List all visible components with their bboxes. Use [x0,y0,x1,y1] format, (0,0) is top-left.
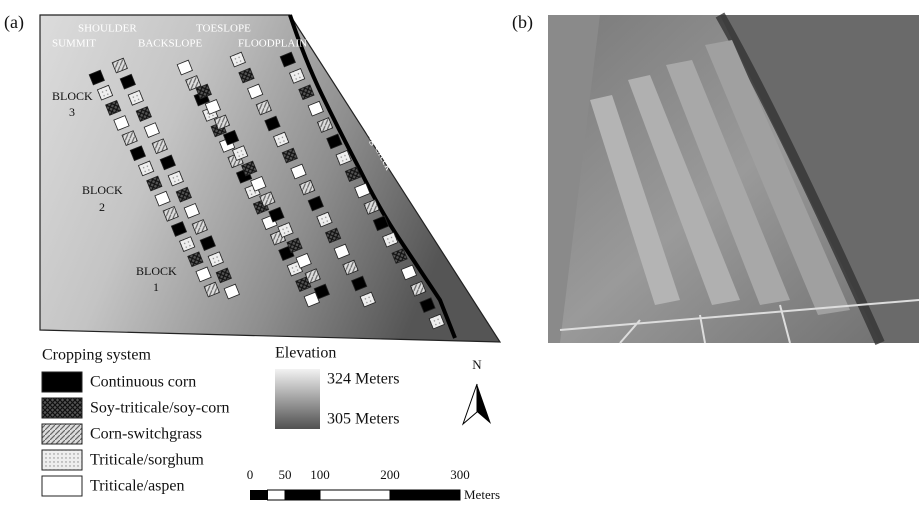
panel-label: (a) [4,12,24,33]
scale-segment [268,490,286,500]
north-arrow [463,384,477,424]
slope-label: SUMMIT [52,38,96,50]
scale-segment [250,490,268,500]
legend-swatch [42,450,82,470]
map-area [40,15,500,342]
block-label: BLOCK [52,89,93,103]
legend-label: Continuous corn [90,374,196,391]
slope-label: TOESLOPE [196,23,251,35]
scale-bar: 0 50 100 200 300 Meters [247,467,500,502]
legend-title: Cropping system [42,347,151,364]
legend-swatch [42,372,82,392]
legend-swatch [42,398,82,418]
north-arrow [477,384,491,424]
figure: (a) SHOULDER SUMMIT BACKSLOPE TOESLOPE F… [0,0,919,506]
elevation-low: 305 Meters [327,411,399,428]
slope-label: FLOODPLAIN [238,38,307,50]
scale-tick-label: 50 [279,467,292,482]
elevation-title: Elevation [275,345,336,362]
legend-swatch [42,476,82,496]
block-number: 2 [99,200,105,214]
scale-segment [285,490,320,500]
block-number: 3 [69,105,75,119]
legend-label: Soy-triticale/soy-corn [90,400,230,417]
north-label: N [472,357,482,372]
block-number: 1 [153,280,159,294]
legend-swatch [42,424,82,444]
scale-unit: Meters [464,487,500,502]
legend: Continuous corn Soy-triticale/soy-corn Cor… [42,372,230,496]
scale-segment [390,490,460,500]
scale-tick-label: 200 [380,467,400,482]
legend-label: Triticale/sorghum [90,452,204,469]
panel-label: (b) [512,12,533,33]
scale-tick-label: 0 [247,467,254,482]
scale-tick-label: 100 [310,467,330,482]
elevation-high: 324 Meters [327,371,399,388]
slope-label: BACKSLOPE [138,38,202,50]
legend-label: Corn-switchgrass [90,426,202,443]
block-label: BLOCK [136,264,177,278]
scale-segment [320,490,390,500]
slope-label: SHOULDER [78,23,137,35]
aerial-photo [548,15,919,343]
block-label: BLOCK [82,183,123,197]
legend-label: Triticale/aspen [90,478,185,495]
scale-tick-label: 300 [450,467,470,482]
elevation-ramp [275,369,320,429]
